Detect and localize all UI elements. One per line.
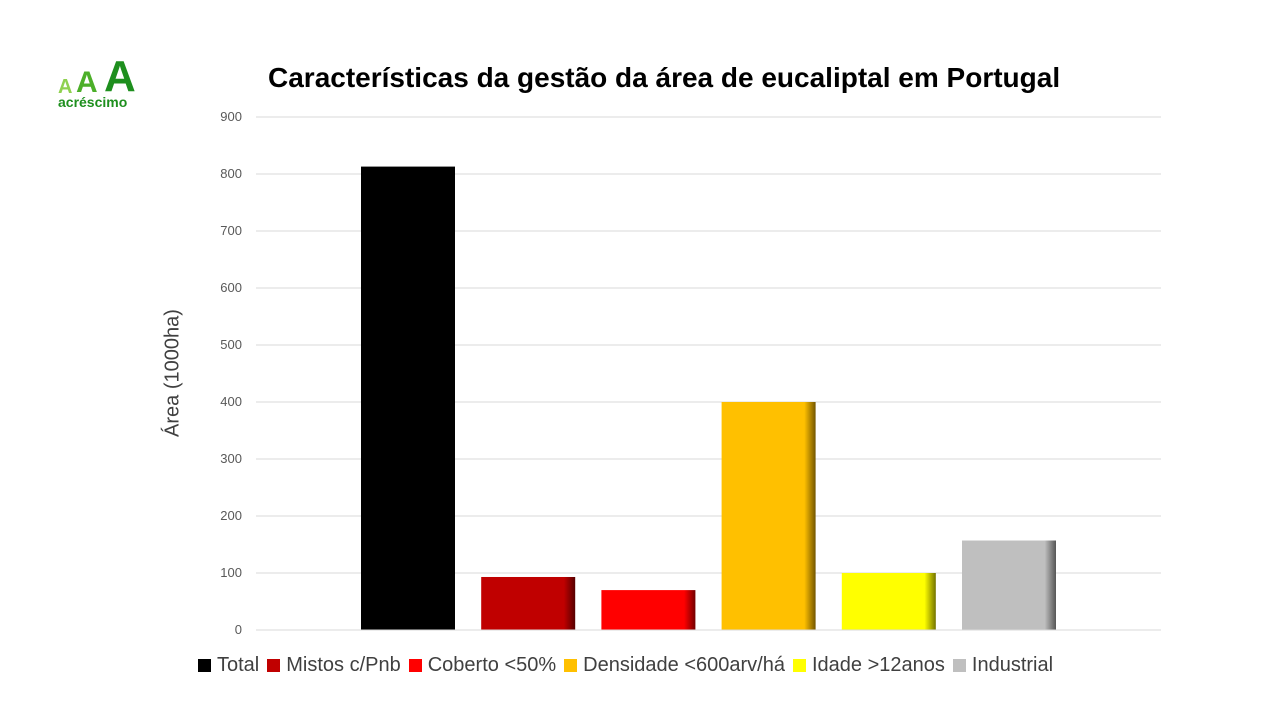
chart-legend: Total Mistos c/Pnb Coberto <50% Densidade <… xyxy=(198,653,1053,677)
bar-idade-12anos xyxy=(841,573,936,630)
legend-item: Coberto <50% xyxy=(408,653,557,677)
y-tick-label: 600 xyxy=(220,280,242,295)
legend-swatch xyxy=(267,658,281,672)
legend-swatch xyxy=(564,658,578,672)
y-tick-label: 900 xyxy=(220,109,242,124)
legend-label: Industrial xyxy=(971,653,1054,676)
bar-mistos-c-pnb xyxy=(481,576,576,630)
legend-label: Densidade <600arv/há xyxy=(583,653,785,676)
legend-label: Coberto <50% xyxy=(427,653,557,676)
y-tick-label: 0 xyxy=(235,622,242,637)
logo-letter-medium: A xyxy=(76,66,98,99)
y-tick-label: 200 xyxy=(220,508,242,523)
y-tick-label: 500 xyxy=(220,337,242,352)
bar-densidade-600arv-h- xyxy=(721,402,816,630)
chart-title: Características da gestão da área de euc… xyxy=(268,62,1061,93)
legend-item: Total xyxy=(198,654,259,677)
logo-text: acréscimo xyxy=(58,94,128,110)
bar-total xyxy=(361,166,455,630)
legend-item: Densidade <600arv/há xyxy=(564,654,785,677)
legend-label: Mistos c/Pnb xyxy=(286,653,401,676)
legend-item: Mistos c/Pnb xyxy=(267,653,401,677)
legend-swatch xyxy=(792,658,806,672)
bar-coberto-50- xyxy=(601,590,696,630)
bar-industrial xyxy=(962,540,1056,630)
legend-label: Idade >12anos xyxy=(811,653,945,676)
legend-item: Industrial xyxy=(952,653,1054,677)
legend-item: Idade >12anos xyxy=(792,653,945,677)
y-tick-label: 700 xyxy=(220,223,242,238)
legend-swatch xyxy=(198,658,211,672)
legend-swatch xyxy=(408,658,422,672)
legend-swatch xyxy=(952,658,966,672)
legend-label: Total xyxy=(217,653,260,676)
acrescimo-logo: A A A acréscimo xyxy=(56,52,156,112)
logo-letter-small: A xyxy=(58,76,73,98)
y-tick-label: 400 xyxy=(220,394,242,409)
y-tick-label: 100 xyxy=(220,565,242,580)
y-tick-label: 800 xyxy=(220,166,242,181)
y-tick-label: 300 xyxy=(220,451,242,466)
logo-letter-large: A xyxy=(104,52,136,101)
